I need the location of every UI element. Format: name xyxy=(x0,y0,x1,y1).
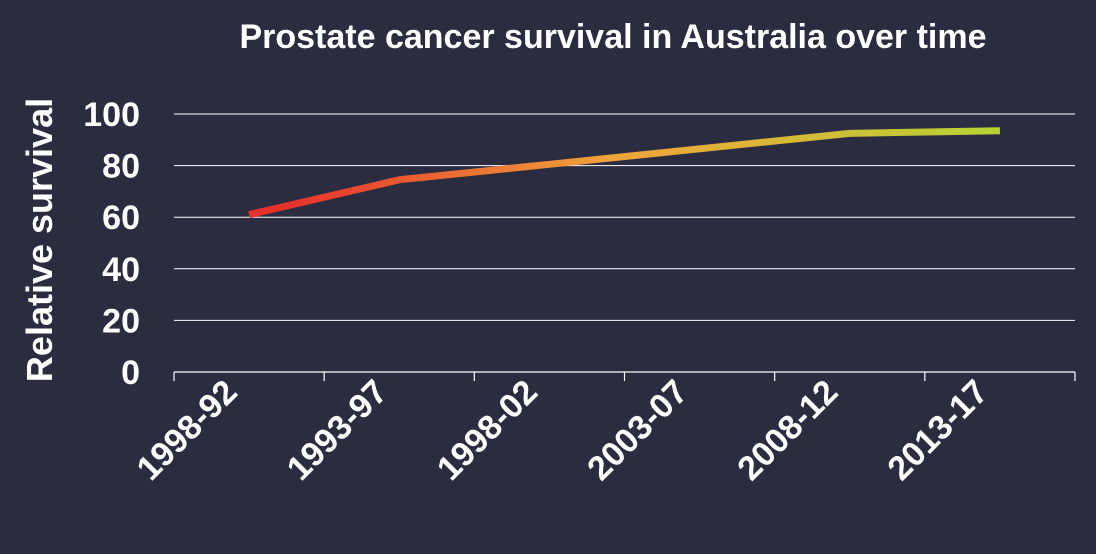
y-tick-label: 20 xyxy=(102,302,140,340)
x-tick-label: 2013-17 xyxy=(880,373,995,488)
gridlines xyxy=(174,113,1075,321)
x-axis xyxy=(173,371,1076,381)
y-tick-label: 0 xyxy=(121,354,140,392)
series-layer xyxy=(248,127,1000,219)
y-tick-label: 40 xyxy=(102,251,140,289)
x-tick-label: 2008-12 xyxy=(730,373,845,488)
x-tick-label: 1993-97 xyxy=(280,373,395,488)
x-tick-label: 1998-92 xyxy=(130,373,245,488)
series-line xyxy=(248,127,1000,219)
x-tick-label: 1998-02 xyxy=(430,373,545,488)
y-tick-label: 60 xyxy=(102,199,140,237)
x-tick-labels: 1998-92 1993-97 1998-02 2003-07 2008-12 2013-… xyxy=(130,373,996,488)
chart-title: Prostate cancer survival in Australia ov… xyxy=(239,18,986,56)
x-tick-label: 2003-07 xyxy=(580,373,695,488)
y-tick-label: 100 xyxy=(83,96,140,134)
y-tick-labels: 0 20 40 60 80 100 xyxy=(83,96,140,392)
y-axis-label: Relative survival xyxy=(19,98,60,382)
y-tick-label: 80 xyxy=(102,148,140,186)
